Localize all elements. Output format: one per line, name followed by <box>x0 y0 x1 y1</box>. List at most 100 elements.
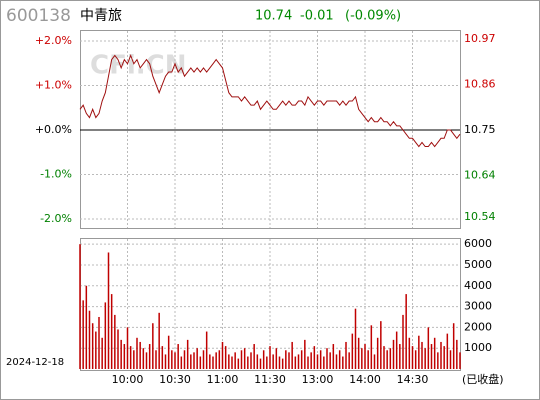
volume-bar <box>155 350 157 369</box>
y-tick-label: 5000 <box>464 258 492 271</box>
volume-bar <box>88 310 91 369</box>
volume-bar <box>304 339 306 369</box>
volume-bar <box>338 350 341 369</box>
volume-bar <box>104 302 107 369</box>
y-tick-label: 6000 <box>464 237 492 250</box>
y-tick-label: 2000 <box>464 320 492 333</box>
volume-bar <box>323 356 325 369</box>
volume-bar <box>164 354 167 369</box>
volume-bar <box>174 352 176 369</box>
volume-bar <box>433 337 436 369</box>
volume-bar <box>101 337 103 369</box>
volume-bar <box>278 356 281 369</box>
volume-bar <box>91 323 94 369</box>
volume-bar <box>380 321 382 369</box>
change-pct: (-0.09%) <box>345 9 401 24</box>
volume-bar <box>120 339 122 369</box>
volume-bar <box>193 352 195 369</box>
volume-bar <box>440 341 442 369</box>
volume-bar <box>234 352 236 369</box>
volume-bar <box>402 314 404 369</box>
volume-bar <box>354 308 357 369</box>
volume-bar <box>259 358 262 369</box>
volume-bar <box>266 356 268 369</box>
y-tick-label: +0.0% <box>35 123 72 136</box>
volume-bar <box>123 344 126 369</box>
volume-bar <box>180 356 183 369</box>
volume-bar <box>228 354 230 369</box>
volume-bar <box>307 356 309 369</box>
volume-bar <box>281 358 284 369</box>
volume-bar <box>215 352 217 369</box>
volume-bar <box>209 354 211 369</box>
volume-bar <box>342 356 344 369</box>
volume-bar <box>297 354 300 369</box>
change: -0.01 <box>300 9 334 24</box>
stock-code: 600138 <box>6 6 71 26</box>
volume-bar <box>167 335 170 369</box>
volume-bar <box>421 341 423 369</box>
y2-tick-label: 10.97 <box>464 32 496 45</box>
volume-bar <box>316 354 319 369</box>
stock-name: 中青旅 <box>80 8 122 24</box>
x-tick-label: 10:30 <box>159 373 191 386</box>
volume-bar <box>199 356 202 369</box>
y2-tick-label: 10.54 <box>464 210 496 223</box>
volume-bar <box>418 335 420 369</box>
volume-bar <box>145 352 148 369</box>
volume-bar <box>126 327 129 369</box>
volume-bar <box>82 300 84 369</box>
volume-bar <box>427 327 430 369</box>
volume-bar <box>158 312 160 369</box>
y-tick-label: 4000 <box>464 279 492 292</box>
volume-bar <box>114 314 116 369</box>
volume-bar <box>386 350 388 369</box>
volume-bar <box>310 352 312 369</box>
volume-bar <box>414 350 417 369</box>
volume-bar <box>351 333 354 369</box>
volume-bar <box>183 350 186 369</box>
volume-bar <box>389 348 392 369</box>
volume-bar <box>411 346 414 369</box>
volume-bar <box>392 339 395 369</box>
volume-bar <box>424 348 426 369</box>
volume-bar <box>395 331 398 369</box>
volume-bar <box>142 348 145 369</box>
volume-bar <box>405 294 407 369</box>
volume-bar <box>224 346 227 369</box>
x-tick-label: 11:30 <box>254 373 286 386</box>
volume-bar <box>437 352 439 369</box>
volume-bar <box>152 323 154 369</box>
y-tick-label: +1.0% <box>35 79 72 92</box>
volume-bar <box>364 344 366 369</box>
volume-bar <box>139 341 141 369</box>
volume-bar <box>85 285 88 369</box>
volume-bar <box>171 350 173 369</box>
x-tick-label: 13:00 <box>302 373 334 386</box>
volume-bar <box>79 244 81 369</box>
x-tick-label: 14:30 <box>397 373 429 386</box>
volume-bar <box>110 294 113 369</box>
volume-bar <box>291 341 293 369</box>
status: (已收盘) <box>462 372 504 386</box>
volume-bar <box>449 350 452 369</box>
volume-bar <box>383 346 385 369</box>
y-tick-label: -1.0% <box>40 168 72 181</box>
x-tick-label: 14:00 <box>349 373 381 386</box>
volume-bar <box>294 356 297 369</box>
volume-bar <box>443 346 445 369</box>
y2-tick-label: 10.75 <box>464 123 496 136</box>
volume-bar <box>205 331 208 369</box>
volume-bar <box>133 350 135 369</box>
volume-bar <box>430 344 433 369</box>
volume-bar <box>408 337 411 369</box>
volume-bar <box>240 350 243 369</box>
volume-bar <box>243 348 246 369</box>
volume-bar <box>186 339 189 369</box>
volume-bar <box>272 354 274 369</box>
volume-bar <box>107 252 110 369</box>
volume-bar <box>285 350 287 369</box>
volume-bar <box>98 316 100 369</box>
volume-bar <box>452 323 455 369</box>
